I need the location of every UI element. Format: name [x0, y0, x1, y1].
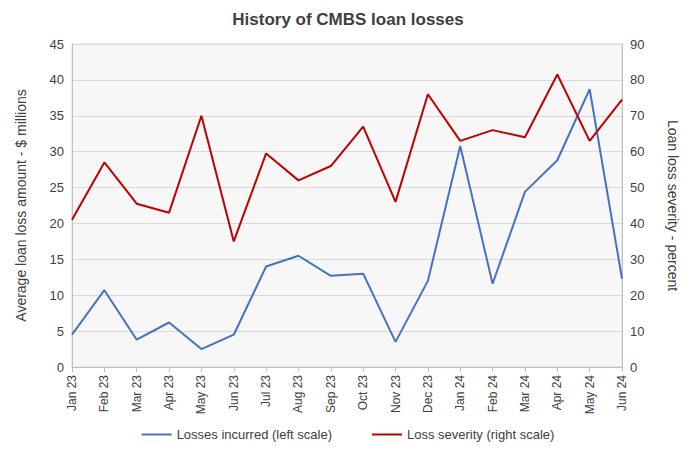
svg-text:Aug 23: Aug 23 [291, 375, 305, 413]
svg-text:May 23: May 23 [194, 375, 208, 415]
svg-text:Average loan loss amount - $ m: Average loan loss amount - $ millions [13, 89, 29, 321]
svg-text:15: 15 [50, 252, 64, 267]
svg-text:Loss severity (right scale): Loss severity (right scale) [407, 427, 554, 442]
svg-text:Jan 23: Jan 23 [65, 375, 79, 411]
svg-text:90: 90 [630, 37, 644, 52]
svg-text:Jul 23: Jul 23 [259, 375, 273, 407]
svg-text:Jun 23: Jun 23 [227, 375, 241, 411]
svg-text:40: 40 [50, 72, 64, 87]
svg-text:50: 50 [630, 180, 644, 195]
svg-text:Apr 24: Apr 24 [550, 375, 564, 411]
svg-text:Nov 23: Nov 23 [389, 375, 403, 413]
svg-text:5: 5 [57, 324, 64, 339]
svg-text:30: 30 [630, 252, 644, 267]
svg-text:Oct 23: Oct 23 [356, 375, 370, 411]
svg-text:20: 20 [630, 288, 644, 303]
svg-text:Feb 24: Feb 24 [486, 375, 500, 413]
svg-text:History of CMBS loan losses: History of CMBS loan losses [232, 10, 463, 29]
svg-text:40: 40 [630, 216, 644, 231]
svg-text:Losses incurred (left scale): Losses incurred (left scale) [177, 427, 332, 442]
svg-text:30: 30 [50, 144, 64, 159]
svg-text:70: 70 [630, 108, 644, 123]
svg-text:35: 35 [50, 108, 64, 123]
svg-text:Dec 23: Dec 23 [421, 375, 435, 413]
svg-text:Sep 23: Sep 23 [324, 375, 338, 413]
svg-text:25: 25 [50, 180, 64, 195]
svg-text:10: 10 [50, 288, 64, 303]
svg-text:Mar 24: Mar 24 [518, 375, 532, 413]
svg-text:Jan 24: Jan 24 [453, 375, 467, 411]
svg-text:80: 80 [630, 72, 644, 87]
svg-text:0: 0 [57, 360, 64, 375]
svg-text:Apr 23: Apr 23 [162, 375, 176, 411]
svg-text:Jun 24: Jun 24 [615, 375, 629, 411]
svg-text:Loan loss severity - percent: Loan loss severity - percent [665, 120, 681, 291]
svg-text:0: 0 [630, 360, 637, 375]
svg-text:Feb 23: Feb 23 [97, 375, 111, 413]
svg-text:May 24: May 24 [583, 375, 597, 415]
svg-text:Mar 23: Mar 23 [130, 375, 144, 413]
svg-text:20: 20 [50, 216, 64, 231]
svg-text:60: 60 [630, 144, 644, 159]
svg-text:45: 45 [50, 37, 64, 52]
svg-text:10: 10 [630, 324, 644, 339]
